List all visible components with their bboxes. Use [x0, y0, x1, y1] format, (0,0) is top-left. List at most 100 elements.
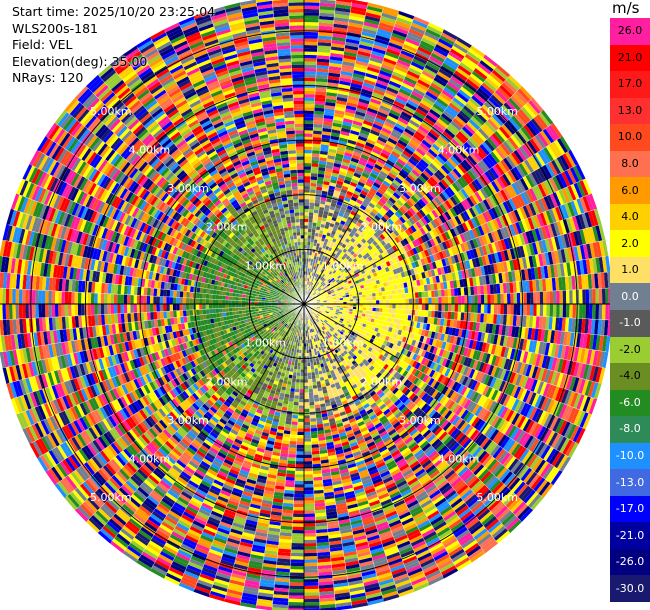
velocity-gate [315, 270, 319, 275]
velocity-gate [344, 211, 351, 217]
velocity-gate [326, 232, 332, 237]
velocity-gate [339, 74, 353, 80]
velocity-gate [332, 119, 343, 125]
velocity-gate [404, 163, 414, 172]
velocity-gate [384, 54, 398, 63]
velocity-gate [337, 177, 345, 183]
velocity-gate [316, 61, 330, 66]
velocity-gate [333, 17, 350, 23]
velocity-gate [355, 166, 365, 173]
velocity-gate [327, 72, 341, 78]
velocity-gate [440, 32, 457, 43]
velocity-gate [366, 138, 377, 146]
velocity-gate [349, 221, 356, 228]
velocity-gate [379, 304, 383, 309]
velocity-gate [323, 111, 335, 117]
velocity-gate [510, 293, 514, 304]
velocity-gate [325, 235, 330, 240]
velocity-gate [304, 199, 310, 203]
velocity-gate [387, 45, 402, 54]
velocity-gate [354, 169, 363, 176]
velocity-gate [315, 229, 320, 234]
velocity-gate [346, 98, 359, 105]
velocity-gate [333, 235, 339, 240]
velocity-gate [317, 213, 324, 218]
velocity-gate [405, 144, 416, 153]
velocity-gate [375, 79, 389, 87]
velocity-gate [351, 76, 365, 83]
velocity-gate [389, 38, 404, 47]
velocity-gate [394, 23, 410, 32]
velocity-gate [384, 189, 393, 197]
velocity-gate [421, 37, 437, 47]
velocity-gate [372, 88, 386, 96]
velocity-gate [352, 175, 361, 182]
velocity-gate [304, 153, 312, 157]
velocity-gate [334, 232, 340, 237]
velocity-gate [350, 196, 358, 202]
velocity-gate [316, 55, 331, 60]
velocity-gate [434, 304, 439, 312]
velocity-gate [350, 82, 363, 89]
velocity-gate [343, 114, 355, 121]
velocity-gate [311, 279, 314, 283]
velocity-gate [382, 95, 395, 104]
velocity-gate [333, 224, 339, 230]
velocity-gate [429, 55, 444, 66]
velocity-gate [327, 191, 334, 197]
velocity-gate [304, 51, 318, 56]
velocity-gate [376, 304, 380, 308]
velocity-gate [347, 25, 363, 32]
velocity-gate [556, 290, 560, 304]
velocity-gate [305, 264, 309, 269]
velocity-gate [454, 304, 459, 313]
velocity-gate [304, 264, 307, 268]
velocity-gate [380, 15, 397, 24]
velocity-gate [425, 304, 429, 311]
velocity-gate [382, 146, 393, 154]
velocity-gate [384, 177, 393, 185]
velocity-gate [369, 154, 379, 161]
velocity-gate [356, 198, 364, 205]
velocity-gate [315, 74, 328, 80]
velocity-gate [396, 158, 407, 167]
velocity-gate [318, 32, 333, 37]
velocity-gate [315, 281, 319, 285]
velocity-gate [405, 298, 409, 304]
velocity-gate [304, 15, 320, 20]
velocity-gate [453, 42, 469, 54]
velocity-gate [348, 184, 357, 191]
velocity-gate [365, 110, 377, 118]
velocity-gate [457, 64, 472, 76]
velocity-gate [523, 304, 527, 316]
velocity-gate [306, 254, 310, 259]
velocity-gate [500, 293, 504, 304]
velocity-gate [308, 218, 313, 223]
velocity-gate [378, 155, 388, 163]
velocity-gate [359, 94, 371, 102]
velocity-gate [336, 215, 343, 221]
velocity-gate [428, 304, 432, 311]
velocity-gate [427, 310, 432, 318]
velocity-gate [453, 311, 458, 321]
velocity-gate [423, 67, 437, 77]
velocity-gate [451, 45, 467, 57]
velocity-gate [401, 288, 406, 294]
velocity-gate [397, 288, 402, 295]
velocity-gate [598, 288, 603, 304]
velocity-gate [326, 82, 339, 88]
velocity-gate [520, 304, 524, 316]
velocity-gate [309, 195, 316, 200]
velocity-gate [329, 222, 335, 228]
velocity-gate [543, 291, 547, 304]
velocity-gate [336, 256, 342, 261]
velocity-gate [308, 212, 314, 216]
velocity-gate [398, 304, 403, 310]
velocity-gate [312, 215, 318, 220]
velocity-gate [356, 104, 368, 111]
velocity-gate [410, 61, 425, 71]
velocity-gate [359, 204, 367, 211]
velocity-gate [392, 71, 406, 80]
velocity-gate [424, 310, 429, 318]
velocity-gate [331, 43, 346, 49]
